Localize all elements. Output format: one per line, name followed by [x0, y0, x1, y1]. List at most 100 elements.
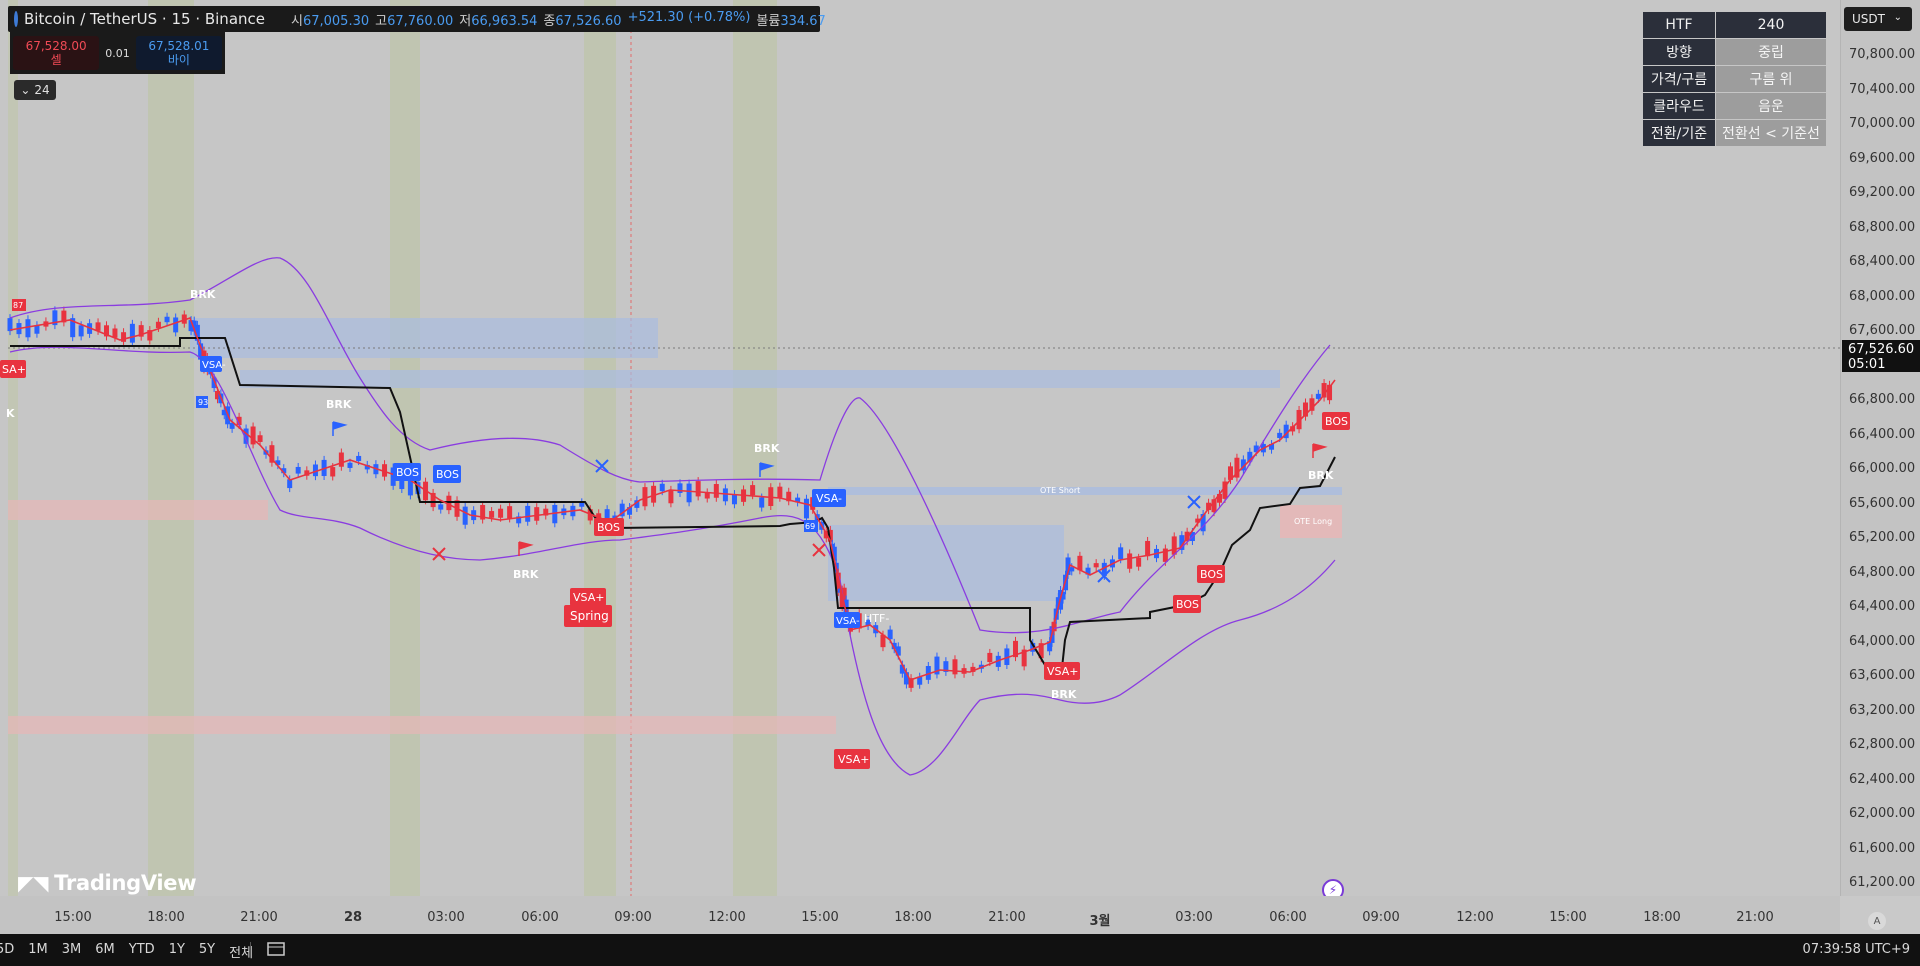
calendar-icon[interactable] — [266, 941, 286, 957]
candle-body — [415, 482, 421, 495]
candle-body — [899, 664, 905, 674]
htf-value: 240 — [1715, 11, 1827, 39]
symbol-name[interactable]: Bitcoin / TetherUS · 15 · Binance — [24, 10, 265, 28]
candle-body — [516, 516, 522, 524]
candle-body — [731, 494, 737, 505]
time-tick-label: 28 — [343, 910, 363, 925]
time-tick-label: 18:00 — [1643, 910, 1681, 925]
svg-text:BRK: BRK — [190, 288, 216, 301]
candle-body — [917, 676, 923, 685]
range-button-전체[interactable]: 전체 — [229, 946, 254, 961]
candle-body — [347, 462, 353, 468]
candle-body — [430, 492, 436, 508]
time-tick-label: 06:00 — [521, 910, 559, 925]
candle-body — [1283, 424, 1289, 439]
candle-body — [525, 505, 531, 522]
candle-body — [1200, 514, 1206, 532]
currency-selector[interactable]: USDT ⌄ — [1844, 7, 1912, 31]
price-tick-label: 65,600.00 — [1849, 495, 1916, 511]
range-button-ytd[interactable]: YTD — [128, 942, 155, 957]
candle-body — [695, 481, 701, 497]
change-value: +521.30 (+0.78%) — [627, 9, 751, 25]
currency-label: USDT — [1852, 12, 1885, 26]
time-tick-label: 18:00 — [894, 910, 932, 925]
sell-label: 셀 — [50, 53, 62, 67]
candle-body — [895, 646, 901, 656]
low-label: 저 — [459, 13, 472, 29]
candle-body — [619, 503, 625, 517]
auto-label: A — [1873, 915, 1881, 927]
candle-body — [489, 511, 495, 518]
time-tick-label: 21:00 — [240, 910, 278, 925]
candle-body — [786, 491, 792, 502]
candle-body — [970, 666, 976, 672]
svg-text:OTE Short: OTE Short — [1040, 486, 1080, 495]
candle-body — [1309, 398, 1315, 411]
candle-body — [668, 489, 674, 504]
candle-body — [112, 328, 118, 338]
candle-body — [129, 323, 135, 343]
price-tick-label: 63,600.00 — [1849, 668, 1916, 683]
svg-text:SA+: SA+ — [2, 363, 26, 376]
candle-body — [312, 464, 318, 477]
candle-body — [777, 486, 783, 498]
clock[interactable]: 07:39:58 UTC+9 — [1802, 942, 1910, 957]
candle-body — [1234, 457, 1240, 478]
range-button-5y[interactable]: 5Y — [198, 942, 216, 957]
candle-body — [438, 504, 444, 510]
candle-body — [1030, 642, 1036, 652]
candle-body — [1093, 563, 1099, 568]
candle-body — [269, 445, 275, 463]
time-tick-label: 21:00 — [988, 910, 1026, 925]
price-tick-label: 64,400.00 — [1849, 599, 1916, 614]
price-tick-label: 70,400.00 — [1849, 81, 1916, 97]
candle-body — [908, 678, 914, 688]
svg-text:BOS: BOS — [597, 521, 620, 534]
candle-body — [1101, 562, 1107, 576]
bottom-toolbar: 5D 1M 3M 6M YTD 1Y 5Y 전체 07:39:58 UTC+9 — [0, 934, 1920, 966]
price-scale[interactable]: 70,800.00 70,400.00 70,000.00 69,600.00 69,2… — [1840, 0, 1920, 896]
price-tick-label: 62,800.00 — [1849, 737, 1916, 752]
candle-body — [1162, 548, 1168, 562]
candle-body — [642, 487, 648, 507]
candle-body — [750, 485, 756, 496]
candle-body — [843, 599, 849, 614]
candle-body — [552, 504, 558, 524]
candle-body — [95, 322, 101, 331]
range-button-1m[interactable]: 1M — [28, 942, 48, 957]
candle-body — [925, 666, 931, 680]
candle-body — [1240, 459, 1246, 471]
time-tick-label: 15:00 — [54, 910, 92, 925]
candle-body — [1321, 383, 1327, 398]
high-value: 67,760.00 — [387, 13, 454, 29]
bar-countdown: 05:01 — [1848, 357, 1886, 372]
candle-body — [1222, 481, 1228, 499]
sell-button[interactable]: 67,528.00 셀 — [13, 36, 100, 70]
baseline-line — [10, 337, 1336, 672]
candle-body — [803, 498, 809, 519]
symbol-header[interactable]: Bitcoin / TetherUS · 15 · Binance 시67,00… — [8, 6, 826, 32]
lower-band-line — [9, 346, 1336, 776]
range-button-3m[interactable]: 3M — [61, 942, 82, 957]
candle-body — [651, 485, 657, 503]
candle-body — [1069, 567, 1075, 572]
chart-canvas[interactable]: BRK BRK BRK BRK BRK BRK BOS BOS BOS BOS … — [0, 0, 1840, 901]
range-button-1y[interactable]: 1Y — [168, 942, 185, 957]
candle-body — [198, 343, 204, 360]
svg-text:VSA-: VSA- — [816, 492, 842, 505]
time-tick-label: 21:00 — [1736, 910, 1774, 925]
candle-body — [1315, 393, 1321, 399]
time-tick-label: 15:00 — [1549, 910, 1587, 925]
tradingview-logo[interactable]: ◤◥ TradingView — [18, 871, 197, 895]
range-button-6m[interactable]: 6M — [95, 942, 115, 957]
buy-button[interactable]: 67,528.01 바이 — [135, 36, 222, 70]
price-tick-label: 70,800.00 — [1849, 47, 1916, 62]
indicators-collapse-button[interactable]: ⌄ 24 — [14, 80, 56, 100]
price-tick-label: 68,400.00 — [1849, 254, 1916, 269]
svg-text:VSA+: VSA+ — [838, 753, 869, 766]
candle-body — [480, 504, 486, 520]
candle-body — [887, 629, 893, 640]
svg-text:VSA+: VSA+ — [573, 591, 604, 604]
auto-scale-button[interactable]: A — [1868, 912, 1886, 930]
range-button-5d[interactable]: 5D — [0, 942, 15, 957]
